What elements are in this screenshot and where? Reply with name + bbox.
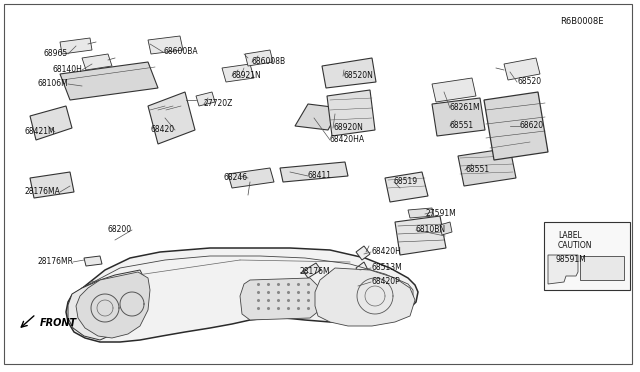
Text: FRONT: FRONT xyxy=(40,318,77,328)
Polygon shape xyxy=(196,92,215,106)
Text: 68921N: 68921N xyxy=(232,71,262,80)
Polygon shape xyxy=(484,92,548,160)
Text: LABEL: LABEL xyxy=(558,231,582,241)
Text: 68140H: 68140H xyxy=(52,65,82,74)
Text: 68920N: 68920N xyxy=(333,124,363,132)
Polygon shape xyxy=(356,262,368,276)
Polygon shape xyxy=(60,62,158,100)
Text: 28176M: 28176M xyxy=(300,267,331,276)
Text: 68420P: 68420P xyxy=(371,278,400,286)
Text: 68106M: 68106M xyxy=(37,80,68,89)
Polygon shape xyxy=(82,54,112,70)
Text: 27591M: 27591M xyxy=(425,209,456,218)
Text: 686008B: 686008B xyxy=(252,58,286,67)
Polygon shape xyxy=(356,246,370,260)
Polygon shape xyxy=(280,162,348,182)
Text: 68551: 68551 xyxy=(465,166,489,174)
Polygon shape xyxy=(295,104,340,130)
Bar xyxy=(544,222,630,290)
Polygon shape xyxy=(432,78,476,102)
Polygon shape xyxy=(458,148,516,186)
Polygon shape xyxy=(322,58,376,88)
Polygon shape xyxy=(355,278,372,292)
Polygon shape xyxy=(315,268,415,326)
Polygon shape xyxy=(30,106,72,140)
Polygon shape xyxy=(548,255,578,284)
Text: 68421M: 68421M xyxy=(24,128,55,137)
Text: 68420: 68420 xyxy=(151,125,175,135)
Polygon shape xyxy=(440,222,452,235)
Polygon shape xyxy=(148,92,195,144)
Polygon shape xyxy=(504,58,540,80)
Polygon shape xyxy=(395,216,446,255)
Text: 68261M: 68261M xyxy=(450,103,481,112)
Text: 68200: 68200 xyxy=(108,225,132,234)
Polygon shape xyxy=(66,248,418,342)
Polygon shape xyxy=(385,172,428,202)
Polygon shape xyxy=(148,36,183,54)
Polygon shape xyxy=(228,168,274,188)
Text: 68420HA: 68420HA xyxy=(330,135,365,144)
Polygon shape xyxy=(303,263,321,278)
Polygon shape xyxy=(60,38,92,54)
Text: 68520: 68520 xyxy=(517,77,541,87)
Polygon shape xyxy=(76,272,150,338)
Polygon shape xyxy=(222,64,254,82)
Text: 68411: 68411 xyxy=(308,171,332,180)
Text: 28176MA: 28176MA xyxy=(24,187,60,196)
Polygon shape xyxy=(327,90,375,136)
Polygon shape xyxy=(68,270,145,340)
Polygon shape xyxy=(84,256,102,266)
Text: 68520N: 68520N xyxy=(343,71,373,80)
Text: CAUTION: CAUTION xyxy=(558,241,593,250)
Text: 68513M: 68513M xyxy=(371,263,402,273)
Text: 28176MR: 28176MR xyxy=(37,257,73,266)
Text: 68965: 68965 xyxy=(44,49,68,58)
Text: 98591M: 98591M xyxy=(556,256,587,264)
Polygon shape xyxy=(580,256,624,280)
Text: 68600BA: 68600BA xyxy=(163,48,198,57)
Text: 6810BN: 6810BN xyxy=(416,225,446,234)
Polygon shape xyxy=(245,50,273,66)
Text: 68420H: 68420H xyxy=(371,247,401,257)
Text: 68620: 68620 xyxy=(520,122,544,131)
Text: 68519: 68519 xyxy=(394,177,418,186)
Text: 68246: 68246 xyxy=(224,173,248,183)
Polygon shape xyxy=(408,208,434,218)
Polygon shape xyxy=(30,172,74,198)
Polygon shape xyxy=(432,98,485,136)
Text: 68551: 68551 xyxy=(450,122,474,131)
Text: R6B0008E: R6B0008E xyxy=(560,17,604,26)
Text: 27720Z: 27720Z xyxy=(204,99,234,109)
Polygon shape xyxy=(240,278,320,320)
